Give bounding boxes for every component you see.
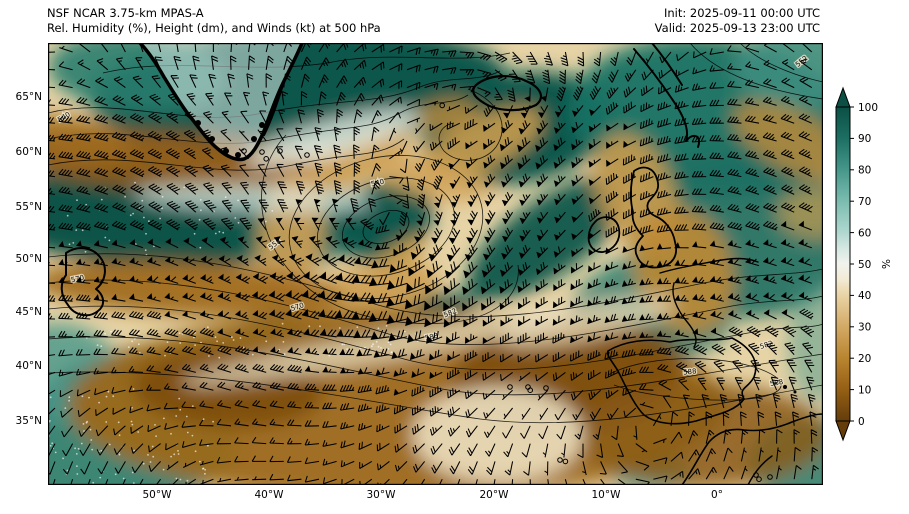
colorbar-unit-label: %	[881, 259, 893, 269]
svg-text:0: 0	[858, 416, 865, 428]
svg-text:10: 10	[858, 384, 871, 396]
colorbar-bottom-arrow	[835, 420, 851, 442]
lat-tick-label: 50°N	[15, 253, 42, 265]
lon-tick-label: 0°	[711, 489, 723, 501]
lat-tick-label: 35°N	[15, 415, 42, 427]
svg-text:60: 60	[858, 227, 871, 239]
lat-tick-label: 45°N	[15, 306, 42, 318]
lon-tick-label: 50°W	[142, 489, 172, 501]
svg-text:20: 20	[858, 353, 871, 365]
svg-text:40: 40	[858, 290, 871, 302]
svg-text:50: 50	[858, 259, 871, 271]
svg-text:90: 90	[858, 133, 871, 145]
svg-text:588: 588	[683, 367, 697, 376]
lon-tick-label: 20°W	[479, 489, 509, 501]
wind-barbs	[48, 43, 819, 485]
colorbar-top-arrow	[835, 86, 851, 108]
svg-text:100: 100	[858, 102, 878, 114]
lat-tick-label: 60°N	[15, 146, 42, 158]
svg-text:70: 70	[858, 196, 871, 208]
colorbar-gradient	[835, 106, 851, 422]
lat-tick-label: 55°N	[15, 201, 42, 213]
lon-tick-label: 10°W	[591, 489, 621, 501]
chart-subtitle: Rel. Humidity (%), Height (dm), and Wind…	[47, 21, 381, 35]
calm-wind-circles	[241, 102, 773, 483]
init-time-label: Init: 2025-09-11 00:00 UTC	[664, 6, 820, 20]
chart-title: NSF NCAR 3.75-km MPAS-A	[47, 6, 204, 20]
map-frame	[48, 43, 823, 485]
lat-tick-label: 65°N	[15, 91, 42, 103]
valid-time-label: Valid: 2025-09-13 23:00 UTC	[654, 21, 820, 35]
lon-tick-label: 40°W	[254, 489, 284, 501]
lon-tick-label: 30°W	[366, 489, 396, 501]
svg-text:30: 30	[858, 322, 871, 334]
colorbar: 100 90 80 70 60 50 40 30 20 10 0%	[828, 78, 908, 468]
map-plot-area: 540 540 552 558 570 570 582 588 588 582 588	[48, 43, 823, 485]
svg-text:80: 80	[858, 165, 871, 177]
lat-tick-label: 40°N	[15, 360, 42, 372]
